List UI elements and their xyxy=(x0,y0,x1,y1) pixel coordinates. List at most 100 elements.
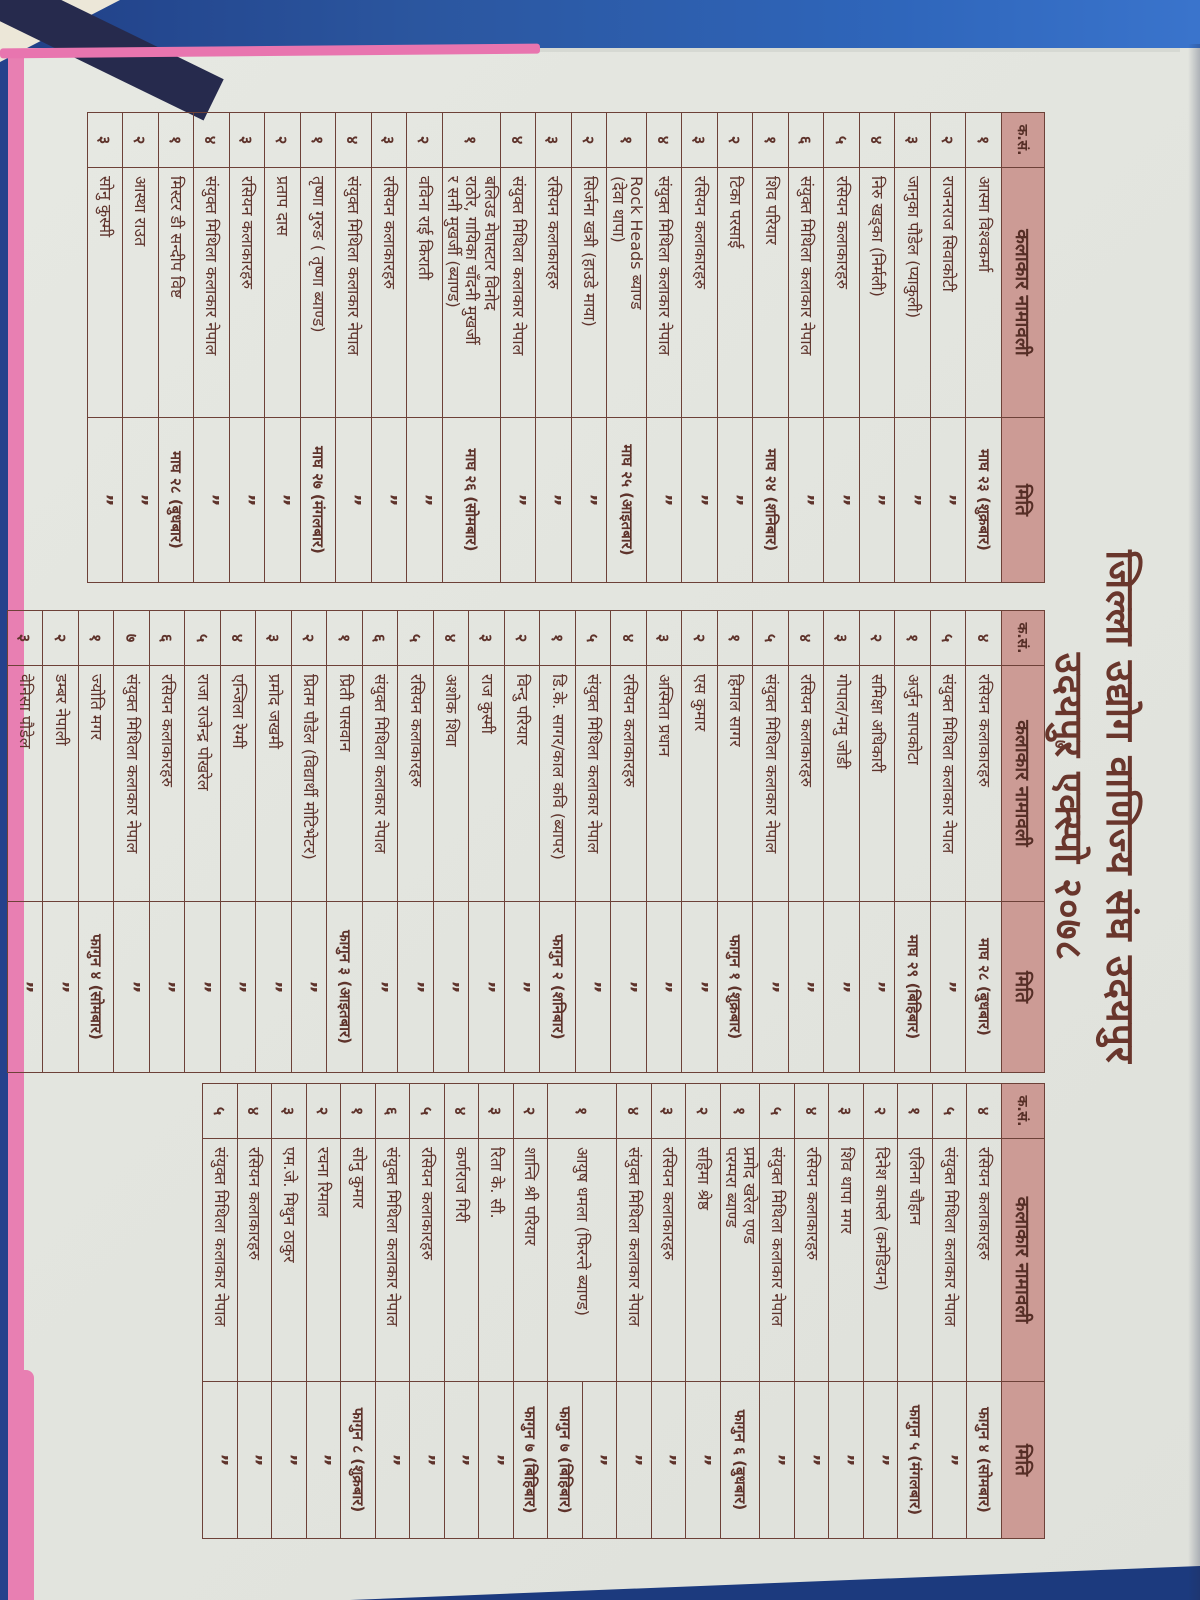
table-row: ५ संयुक्त मिथिला कलाकार नेपाल” xyxy=(575,610,611,1073)
artist-name-cell: रसियन कलाकारहरु xyxy=(229,167,265,418)
table-row: २ सिर्जना खत्री (हाउडे माया)” xyxy=(571,112,607,583)
artist-name-cell: एलिना चौहान xyxy=(898,1138,933,1382)
artist-name-cell: बलिउड मेघास्टार विनोद राठोर, गायिका चाँदन… xyxy=(442,167,501,418)
artist-name-cell: रचना रिमाल xyxy=(306,1138,341,1382)
table-row: ४ रसियन कलाकारहरु” xyxy=(237,1083,272,1539)
date-cell: फागुन २ (शनिबार) xyxy=(540,901,576,1073)
artist-name-cell: प्रमोद जखमी xyxy=(256,665,292,902)
table-row: ५ संयुक्त मिथिला कलाकार नेपाल” xyxy=(930,610,966,1073)
table-row: २ सहिमा श्रेष्ठ” xyxy=(685,1083,721,1539)
artist-name-cell: संयुक्त मिथिला कलाकार नेपाल xyxy=(193,167,230,418)
artist-name-cell: विन्दु परियार xyxy=(504,665,540,902)
artist-name-cell: रसियन कलाकारहरु xyxy=(966,665,1002,902)
artist-name-cell: दिनेश काफ्ले (कमेडियन) xyxy=(863,1138,898,1382)
artist-name-cell: Rock Heads ब्याण्ड (देवा थापा) xyxy=(606,167,647,418)
table-row: ४ संयुक्त मिथिला कलाकार नेपाल” xyxy=(335,112,372,583)
serial-cell: ४ xyxy=(193,112,230,168)
table-row: १ मिस्टर डी सन्दीप विष्ट माघ २८ (बुधबार) xyxy=(158,112,194,583)
artist-name-cell: संयुक्त मिथिला कलाकार नेपाल xyxy=(375,1138,410,1382)
serial-cell: २ xyxy=(291,610,327,666)
serial-cell: २ xyxy=(513,1083,548,1139)
serial-cell: ३ xyxy=(7,610,43,666)
serial-cell: १ xyxy=(340,1083,376,1139)
paper-edge-shadow xyxy=(1188,44,1200,1600)
ditto-mark-cell: ” xyxy=(651,1381,686,1539)
artist-name-cell: सिर्जना खत्री (हाउडे माया) xyxy=(571,167,607,418)
serial-cell: ५ xyxy=(824,112,860,168)
table-row: २ एस कुमार” xyxy=(682,610,718,1073)
table-row: ५ संयुक्त मिथिला कलाकार नेपाल” xyxy=(760,1083,795,1539)
artist-name-cell: मिस्टर डी सन्दीप विष्ट xyxy=(158,167,194,418)
artist-name-cell: रसियन कलाकारहरु xyxy=(788,665,824,902)
folder-edge-left-bottom xyxy=(8,1370,34,1600)
artist-schedule-table-1: क.सं. कलाकार नामावली मिति १ आस्मा विश्वकर्मा… xyxy=(87,112,1045,583)
date-cell: फागुन ६ (बुधबार) xyxy=(720,1381,760,1539)
serial-cell: ४ xyxy=(794,1083,829,1139)
serial-cell: ४ xyxy=(335,112,372,168)
table-row: ३ एम.जे. मिथुन ठाकुर” xyxy=(271,1083,307,1539)
serial-cell: १ xyxy=(442,112,501,168)
table-row: १ प्रिती पासवान फागुन ३ (आइतबार) xyxy=(327,610,363,1073)
artist-name-cell: डि.के. सागर/काल कवि (ब्यापर) xyxy=(540,665,576,902)
date-cell: फागुन ७ (बिहिबार) xyxy=(547,1381,583,1539)
table-row: ४ निरु खड्का (निर्मली)” xyxy=(859,112,895,583)
table-row: ३ रसियन कलाकारहरु” xyxy=(651,1083,686,1539)
ditto-mark-cell: ” xyxy=(202,1381,238,1539)
serial-cell: २ xyxy=(930,112,966,168)
table-row: ६ संयुक्त मिथिला कलाकार नेपाल” xyxy=(362,610,398,1073)
date-cell: माघ २४ (शनिबार) xyxy=(753,417,789,583)
serial-cell: १ xyxy=(327,610,363,666)
serial-cell: १ xyxy=(898,1083,933,1139)
ditto-mark-cell: ” xyxy=(824,901,860,1073)
table-row: ३ रसियन कलाकारहरु” xyxy=(229,112,265,583)
serial-cell: २ xyxy=(43,610,79,666)
ditto-mark-cell: ” xyxy=(500,417,536,583)
serial-cell: ४ xyxy=(859,112,895,168)
serial-cell: ५ xyxy=(409,1083,445,1139)
serial-cell: ६ xyxy=(149,610,185,666)
table-row: ५ रसियन कलाकारहरु” xyxy=(824,112,860,583)
artist-name-cell: रिता के. सी. xyxy=(478,1138,514,1382)
serial-cell: ३ xyxy=(535,112,572,168)
serial-cell: २ xyxy=(264,112,301,168)
serial-cell: ४ xyxy=(611,610,647,666)
date-cell: माघ २९ (बिहिबार) xyxy=(895,901,931,1073)
ditto-mark-cell: ” xyxy=(760,1381,795,1539)
serial-cell: ५ xyxy=(575,610,611,666)
serial-cell: ७ xyxy=(114,610,150,666)
artist-schedule-table-2: क.सं. कलाकार नामावली मिति ४ रसियन कलाकारहरु म… xyxy=(7,610,1045,1073)
serial-cell: ४ xyxy=(966,610,1002,666)
table-row: ४ अशोक शिवा” xyxy=(433,610,469,1073)
artist-name-cell: प्रितम पौडेल (विद्यार्थी मोटिभेटर) xyxy=(291,665,327,902)
date-column-header: मिति xyxy=(1001,901,1045,1073)
serial-column-header: क.सं. xyxy=(1001,1083,1045,1139)
ditto-mark-cell: ” xyxy=(122,417,159,583)
serial-cell: २ xyxy=(122,112,159,168)
artist-name-cell: निरु खड्का (निर्मली) xyxy=(859,167,895,418)
table-row: ६ संयुक्त मिथिला कलाकार नेपाल” xyxy=(375,1083,410,1539)
artist-name-cell: संयुक्त मिथिला कलाकार नेपाल xyxy=(646,167,682,418)
table-row: १ एलिना चौहान फागुन ५ (मंगलबार) xyxy=(898,1083,933,1539)
date-cell: फागुन ४ (सोमबार) xyxy=(78,901,114,1073)
serial-cell: ५ xyxy=(930,610,966,666)
ditto-mark-cell: ” xyxy=(478,1381,514,1539)
serial-cell: ४ xyxy=(433,610,469,666)
serial-cell: ३ xyxy=(646,610,682,666)
artist-name-cell: रसियन कलाकारहरु xyxy=(409,1138,445,1382)
serial-cell: २ xyxy=(859,610,895,666)
artist-name-cell: संयुक्त मिथिला कलाकार नेपाल xyxy=(500,167,536,418)
serial-cell: १ xyxy=(753,112,789,168)
artist-name-cell: शिव परियार xyxy=(753,167,789,418)
artist-name-cell: रसियन कलाकारहरु xyxy=(611,665,647,902)
artist-name-cell: वेनिसा पौडेल xyxy=(7,665,43,902)
ditto-mark-cell: ” xyxy=(271,1381,307,1539)
serial-cell: १ xyxy=(966,112,1002,168)
date-column-header: मिति xyxy=(1001,417,1045,583)
artist-name-cell: ज्योति मगर xyxy=(78,665,114,902)
serial-cell: ६ xyxy=(375,1083,410,1139)
ditto-mark-cell: ” xyxy=(87,417,123,583)
table-row: ३ सोनु कुस्मी” xyxy=(87,112,123,583)
serial-cell: ३ xyxy=(87,112,123,168)
artist-name-cell: रसियन कलाकारहरु xyxy=(682,167,718,418)
table-row: ४ एन्जिला रेग्मी” xyxy=(220,610,256,1073)
